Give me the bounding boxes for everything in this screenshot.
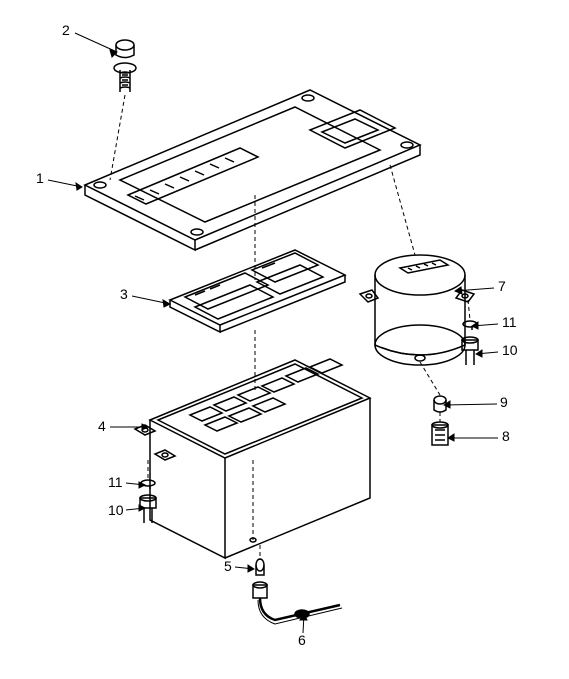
callout-11a: 11 bbox=[502, 314, 517, 330]
callout-6: 6 bbox=[298, 632, 306, 648]
callout-5: 5 bbox=[224, 558, 232, 574]
callout-8: 8 bbox=[502, 428, 510, 444]
exploded-diagram: 1 2 3 4 5 6 7 8 9 10 11 10 11 bbox=[0, 0, 569, 679]
part-battery-box bbox=[135, 359, 370, 558]
part-hour-meter bbox=[360, 255, 474, 365]
part-cable-terminal bbox=[253, 559, 342, 624]
callout-9: 9 bbox=[500, 394, 508, 410]
part-label-plate bbox=[170, 250, 345, 332]
callout-10b: 10 bbox=[108, 502, 124, 518]
part-top-panel bbox=[85, 90, 420, 250]
part-bolt-2 bbox=[114, 40, 136, 92]
diagram-svg bbox=[0, 0, 569, 679]
callout-2: 2 bbox=[62, 22, 70, 38]
callout-7: 7 bbox=[498, 278, 506, 294]
callout-1: 1 bbox=[36, 170, 44, 186]
callout-3: 3 bbox=[120, 286, 128, 302]
callout-11b: 11 bbox=[108, 474, 123, 490]
callout-4: 4 bbox=[98, 418, 106, 434]
callout-10a: 10 bbox=[502, 342, 518, 358]
